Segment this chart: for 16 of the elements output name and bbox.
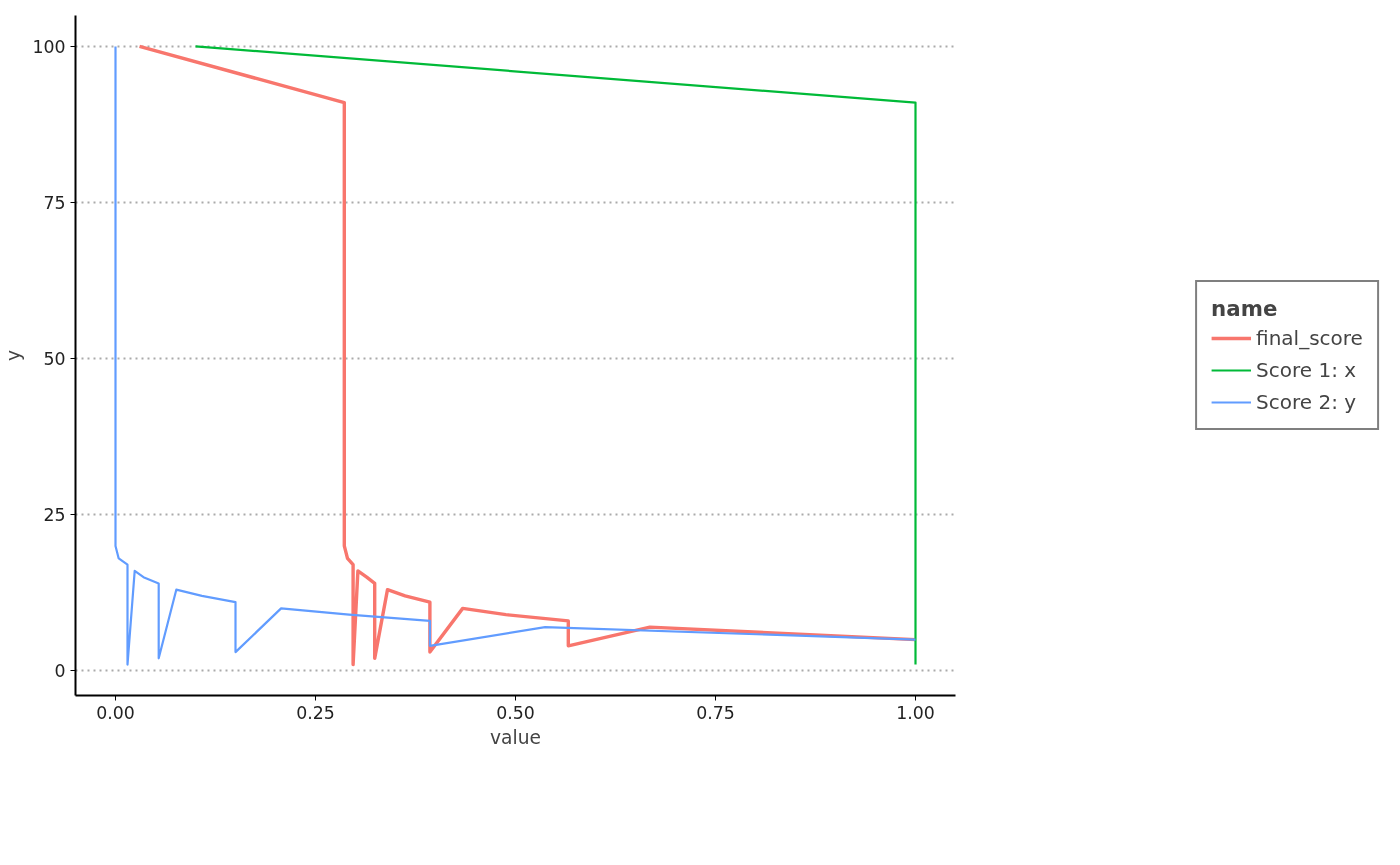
- y-tick-label: 25: [43, 505, 66, 526]
- legend-label: Score 2: y: [1256, 390, 1357, 414]
- x-tick-label: 0.25: [296, 702, 335, 723]
- legend-label: Score 1: x: [1256, 358, 1357, 382]
- x-tick-label: 0.50: [496, 702, 535, 723]
- y-tick-label: 0: [54, 661, 66, 682]
- x-tick-label: 0.00: [96, 702, 135, 723]
- y-tick-label: 100: [32, 36, 66, 57]
- y-axis-title: y: [3, 349, 25, 362]
- legend-title: name: [1211, 296, 1279, 321]
- legend-label: final_score: [1256, 326, 1363, 350]
- x-axis-title: value: [490, 726, 541, 748]
- x-tick-label: 1.00: [896, 702, 935, 723]
- y-tick-label: 50: [43, 349, 66, 370]
- x-tick-label: 0.75: [696, 702, 735, 723]
- y-tick-label: 75: [43, 193, 66, 214]
